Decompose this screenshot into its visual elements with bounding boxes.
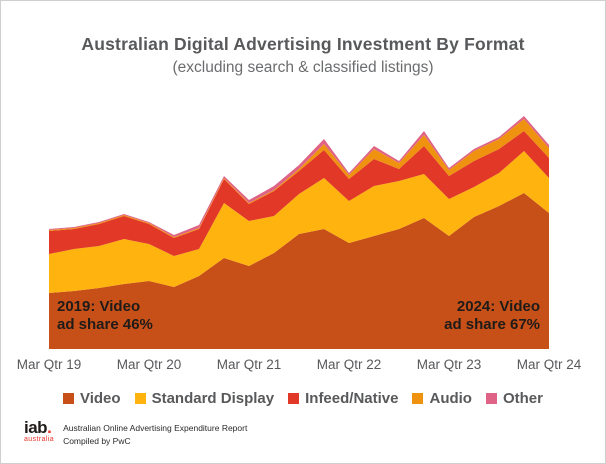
legend-swatch-icon — [134, 393, 146, 404]
x-axis-tick: Mar Qtr 21 — [216, 357, 282, 372]
legend-swatch-icon — [412, 393, 424, 404]
chart-title: Australian Digital Advertising Investmen… — [81, 34, 525, 54]
area-series-video — [49, 193, 549, 349]
legend-label: Video — [79, 390, 121, 407]
annotation-2019-video-share: 2019: Video ad share 46% — [57, 298, 153, 334]
footer: iab. australia Australian Online Adverti… — [24, 418, 247, 448]
x-axis-tick: Mar Qtr 24 — [516, 357, 582, 372]
annotation-line: 2024: Video — [456, 298, 540, 315]
area-series-standard-display — [49, 151, 549, 293]
area-series-infeed-native — [49, 131, 549, 256]
x-axis-tick: Mar Qtr 23 — [416, 357, 482, 372]
stacked-area-chart — [49, 101, 549, 349]
chart-subtitle: (excluding search & classified listings) — [172, 59, 434, 76]
footer-source-text: Australian Online Advertising Expenditur… — [63, 420, 247, 448]
legend-item-other: Other — [485, 390, 543, 407]
legend: Video Standard Display Infeed/Native Audio O… — [1, 390, 605, 407]
x-axis-tick: Mar Qtr 19 — [16, 357, 82, 372]
annotation-line: ad share 46% — [57, 316, 153, 333]
x-axis-tick: Mar Qtr 22 — [316, 357, 382, 372]
legend-label: Audio — [429, 390, 472, 407]
legend-label: Standard Display — [151, 390, 275, 407]
annotation-2024-video-share: 2024: Video ad share 67% — [444, 298, 540, 334]
footer-source-line: Australian Online Advertising Expenditur… — [63, 423, 248, 433]
legend-label: Other — [502, 390, 543, 407]
legend-item-standard-display: Standard Display — [134, 390, 275, 407]
stacked-area-chart-svg — [49, 116, 549, 349]
iab-logo-dot: . — [47, 418, 52, 437]
legend-swatch-icon — [288, 393, 300, 404]
iab-australia-logo: iab. australia — [24, 418, 55, 443]
legend-swatch-icon — [485, 393, 497, 404]
footer-source-line: Compiled by PwC — [63, 436, 131, 446]
legend-label: Infeed/Native — [305, 390, 399, 407]
x-axis: Mar Qtr 19 Mar Qtr 20 Mar Qtr 21 Mar Qtr 22… — [1, 357, 605, 373]
legend-swatch-icon — [62, 393, 74, 404]
legend-item-infeed-native: Infeed/Native — [288, 390, 398, 407]
legend-item-video: Video — [62, 390, 121, 407]
iab-logo-text: iab. — [24, 418, 52, 437]
iab-logo-australia: australia — [24, 436, 55, 443]
annotation-line: ad share 67% — [444, 316, 540, 333]
x-axis-tick: Mar Qtr 20 — [116, 357, 182, 372]
annotation-line: 2019: Video — [57, 298, 141, 315]
legend-item-audio: Audio — [412, 390, 472, 407]
